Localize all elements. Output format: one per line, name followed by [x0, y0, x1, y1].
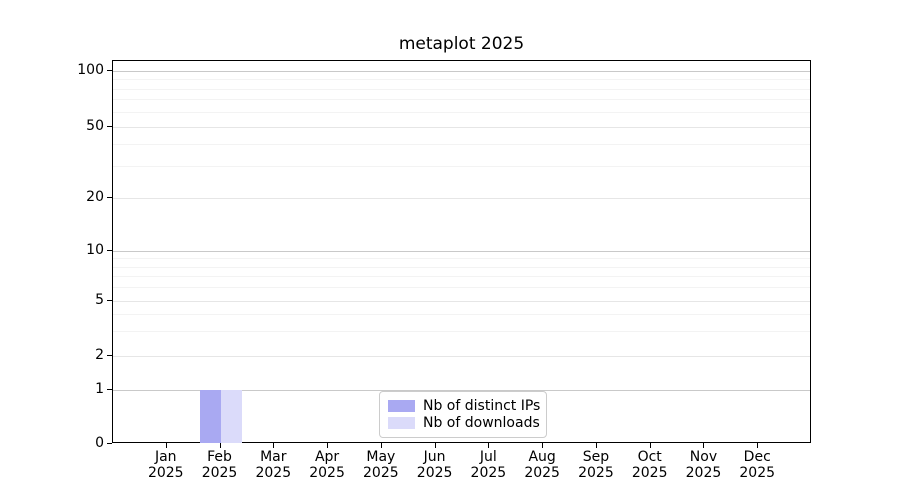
x-tick-year: 2025 [255, 465, 292, 481]
y-tick-mark [107, 442, 112, 444]
y-tick-mark [107, 125, 112, 127]
legend-label-distinct-ips: Nb of distinct IPs [423, 397, 541, 414]
legend-item-downloads: Nb of downloads [388, 415, 540, 433]
legend-label-downloads: Nb of downloads [423, 415, 540, 432]
x-tick-mark [757, 443, 759, 448]
x-tick-month: May [366, 449, 396, 465]
y-tick-label: 100 [77, 62, 104, 78]
x-tick-month: Nov [689, 449, 718, 465]
x-tick-year: 2025 [739, 465, 776, 481]
plot-area: Nb of distinct IPs Nb of downloads [112, 60, 811, 443]
y-gridline-minor [113, 287, 810, 289]
y-gridline-minor [113, 111, 810, 113]
y-tick-mark [107, 196, 112, 198]
x-tick-year: 2025 [416, 465, 453, 481]
y-tick-label: 10 [86, 242, 104, 258]
y-gridline-minor [113, 313, 810, 315]
x-tick-month: Apr [314, 449, 340, 465]
x-tick-label: Aug 2025 [507, 449, 577, 481]
x-tick-mark [649, 443, 651, 448]
x-tick-year: 2025 [578, 465, 614, 481]
y-tick-mark [107, 299, 112, 301]
x-tick-month: Oct [637, 449, 662, 465]
bar-nb-of-distinct-ips [199, 390, 221, 443]
x-tick-mark [703, 443, 705, 448]
x-tick-year: 2025 [147, 465, 184, 481]
y-gridline-minor [113, 143, 810, 145]
y-gridline-minor [113, 266, 810, 268]
x-tick-label: Nov 2025 [668, 449, 738, 481]
y-gridline-major [113, 197, 810, 199]
bar-nb-of-downloads [220, 390, 242, 443]
x-tick-month: Jul [479, 449, 497, 465]
y-gridline-major [113, 355, 810, 357]
legend-swatch-distinct-ips [388, 399, 415, 412]
x-tick-year: 2025 [524, 465, 560, 481]
y-gridline-minor [113, 258, 810, 260]
x-tick-year: 2025 [470, 465, 507, 481]
x-tick-month: Mar [260, 449, 287, 465]
y-gridline-minor [113, 79, 810, 80]
x-tick-year: 2025 [631, 465, 668, 481]
x-tick-month: Feb [207, 449, 232, 465]
y-gridline-minor [113, 166, 810, 168]
x-tick-label: Sep 2025 [561, 449, 631, 481]
legend-swatch-downloads [388, 417, 415, 430]
x-tick-year: 2025 [685, 465, 722, 481]
x-tick-label: Feb 2025 [185, 449, 255, 481]
y-tick-label: 20 [86, 189, 104, 205]
y-tick-label: 2 [95, 347, 104, 363]
x-tick-mark [327, 443, 329, 448]
x-tick-month: Aug [528, 449, 556, 465]
x-tick-label: Dec 2025 [722, 449, 792, 481]
y-gridline-major [113, 70, 810, 72]
x-tick-mark [434, 443, 436, 448]
x-tick-mark [273, 443, 275, 448]
legend-item-distinct-ips: Nb of distinct IPs [388, 397, 541, 415]
x-tick-year: 2025 [201, 465, 238, 481]
x-tick-year: 2025 [363, 465, 399, 481]
x-tick-label: Apr 2025 [292, 449, 362, 481]
y-gridline-major [113, 389, 810, 391]
y-gridline-minor [113, 276, 810, 278]
x-tick-mark [165, 443, 167, 448]
y-tick-mark [107, 69, 112, 71]
x-tick-label: May 2025 [346, 449, 416, 481]
x-tick-label: Mar 2025 [238, 449, 308, 481]
x-tick-label: Oct 2025 [615, 449, 685, 481]
x-tick-year: 2025 [309, 465, 345, 481]
x-tick-month: Sep [582, 449, 610, 465]
x-tick-label: Jul 2025 [453, 449, 523, 481]
y-tick-label: 5 [95, 292, 104, 308]
legend: Nb of distinct IPs Nb of downloads [379, 391, 547, 438]
y-gridline-major [113, 250, 810, 252]
y-gridline-minor [113, 99, 810, 101]
x-tick-month: Jan [154, 449, 177, 465]
y-gridline-major [113, 300, 810, 302]
x-tick-label: Jun 2025 [400, 449, 470, 481]
y-gridline-minor [113, 331, 810, 333]
chart-title: metaplot 2025 [398, 34, 525, 54]
y-tick-label: 0 [95, 435, 104, 451]
y-gridline-minor [113, 88, 810, 90]
y-gridline-major [113, 126, 810, 128]
x-tick-mark [380, 443, 382, 448]
x-tick-month: Jun [423, 449, 446, 465]
x-tick-label: Jan 2025 [131, 449, 201, 481]
x-tick-mark [219, 443, 221, 448]
y-tick-label: 1 [95, 381, 104, 397]
x-tick-mark [542, 443, 544, 448]
y-tick-mark [107, 388, 112, 390]
x-tick-mark [595, 443, 597, 448]
x-tick-month: Dec [743, 449, 771, 465]
y-tick-mark [107, 354, 112, 356]
y-tick-label: 50 [86, 118, 104, 134]
x-tick-mark [488, 443, 490, 448]
y-tick-mark [107, 249, 112, 251]
